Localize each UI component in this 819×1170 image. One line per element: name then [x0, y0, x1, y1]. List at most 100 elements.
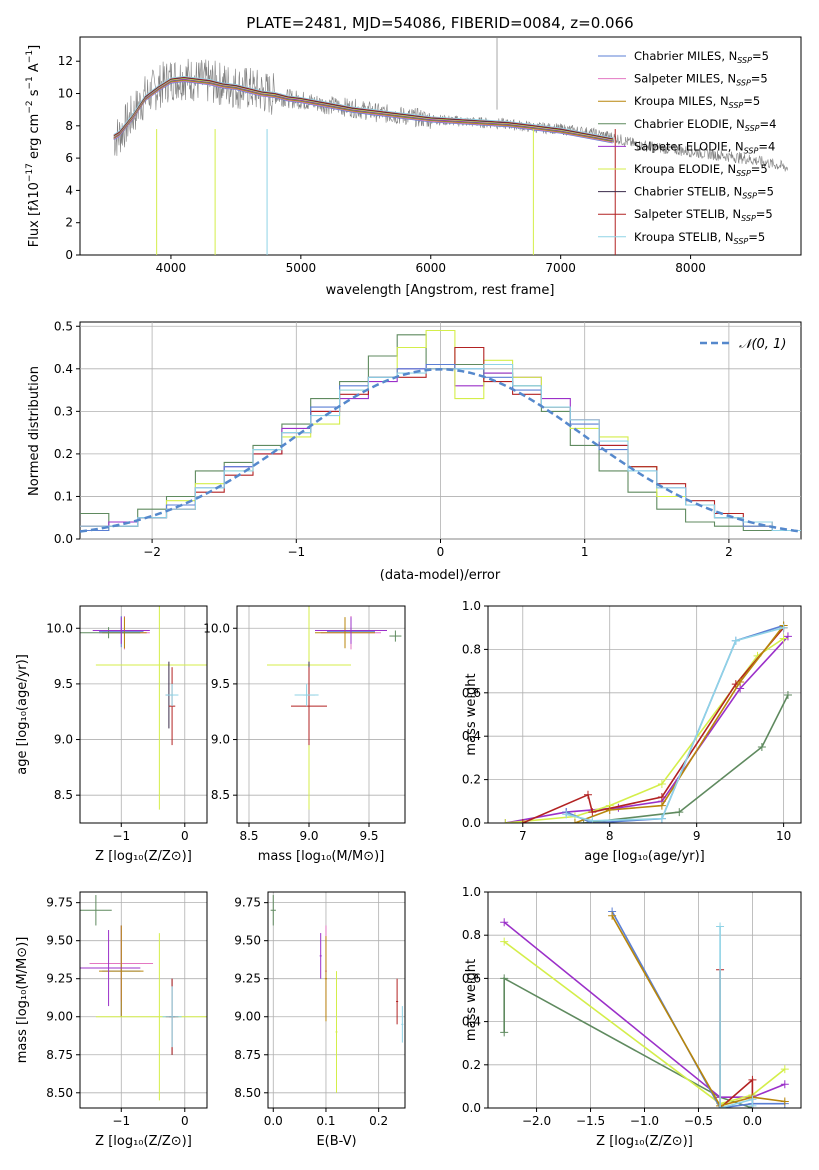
legend-label: Kroupa STELIB, NSSP=5 — [634, 230, 765, 246]
y-tick-label: 2 — [65, 216, 73, 230]
weight-marker — [608, 911, 617, 920]
x-tick-label: −1.0 — [630, 1114, 659, 1128]
weight-marker — [500, 974, 509, 983]
panel-axes — [487, 605, 802, 824]
histogram-legend: 𝒩(0, 1) — [700, 337, 786, 352]
y-tick-label: 0.1 — [54, 489, 73, 503]
weight-marker — [657, 801, 666, 810]
x-tick-label: 0 — [181, 829, 189, 843]
x-axis-label: mass [log₁₀(M/M⊙)] — [258, 849, 385, 864]
weight-marker — [716, 922, 725, 931]
model-salpeter-stelib — [113, 76, 613, 139]
x-tick-label: 9 — [693, 829, 701, 843]
x-tick-label: 8000 — [675, 261, 706, 275]
spectrum-panel: 4000 5000 6000 7000 8000 0 2 4 6 8 10 12 wavelength… — [25, 36, 802, 298]
spectrum-ylabel: Flux [fλ10−17 erg cm−2 s−1 A−1] — [25, 45, 42, 247]
spectrum-legend: Chabrier MILES, NSSP=5 Salpeter MILES, NS… — [598, 49, 776, 246]
histogram-panel: −2 −1 0 1 2 0.0 0.1 0.2 0.3 0.4 0.5 (data-model)/e… — [27, 319, 802, 583]
x-tick-label: 8 — [606, 829, 614, 843]
y-tick-label: 9.5 — [54, 677, 73, 691]
y-tick-label: 10 — [58, 87, 73, 101]
panel-marks — [267, 606, 402, 810]
y-tick-label: 9.5 — [211, 677, 230, 691]
y-tick-label: 10.0 — [46, 621, 73, 635]
panel-marks — [80, 606, 207, 810]
panel-age-vs-mass: 8.5 9.0 9.5 8.5 9.0 9.5 10.0 mass [log₁₀(M/M⊙)] — [203, 605, 406, 864]
weight-marker — [780, 1097, 789, 1106]
panel-marks — [270, 895, 404, 1093]
weight-marker — [748, 1101, 757, 1108]
y-tick-label: 9.50 — [234, 934, 261, 948]
weight-marker — [588, 816, 597, 823]
weight-marker — [779, 634, 788, 643]
weight-line — [566, 626, 784, 822]
x-tick-label: 8.5 — [239, 829, 258, 843]
histogram-ticks: −2 −1 0 1 2 0.0 0.1 0.2 0.3 0.4 0.5 — [54, 319, 733, 559]
figure-title: PLATE=2481, MJD=54086, FIBERID=0084, z=0… — [246, 14, 633, 32]
y-tick-label: 9.50 — [46, 934, 73, 948]
legend-label: Salpeter ELODIE, NSSP=4 — [634, 139, 775, 155]
y-tick-label: 8.75 — [234, 1048, 261, 1062]
panel-mass-vs-EBV: 0.0 0.1 0.2 8.50 8.75 9.00 9.25 9.50 9.75 E(B-V) — [234, 891, 406, 1149]
spectrum-ticks: 4000 5000 6000 7000 8000 0 2 4 6 8 10 12 — [58, 54, 706, 275]
histogram-steps — [80, 329, 801, 533]
x-tick-label: 0.0 — [743, 1114, 762, 1128]
y-tick-label: 1.0 — [462, 599, 481, 613]
y-tick-label: 0.6 — [462, 686, 481, 700]
y-tick-label: 9.25 — [234, 972, 261, 986]
weight-line — [719, 926, 754, 1108]
y-tick-label: 0.4 — [54, 362, 73, 376]
y-tick-label: 0.3 — [54, 404, 73, 418]
weight-marker — [501, 819, 510, 823]
legend-label: Kroupa MILES, NSSP=5 — [634, 94, 760, 110]
legend-label: Chabrier ELODIE, NSSP=4 — [634, 117, 776, 133]
x-axis-label: age [log₁₀(age/yr)] — [584, 849, 705, 864]
x-tick-label: −2 — [143, 545, 161, 559]
y-tick-label: 0.6 — [462, 971, 481, 985]
x-tick-label: 0 — [181, 1114, 189, 1128]
y-axis-label: mass weight — [464, 959, 479, 1041]
x-axis-label: Z [log₁₀(Z/Z⊙)] — [95, 1134, 192, 1149]
x-tick-label: −1 — [112, 1114, 130, 1128]
weight-marker — [780, 1065, 789, 1074]
y-tick-label: 8.50 — [46, 1086, 73, 1100]
weight-line — [505, 637, 785, 823]
y-tick-label: 0.2 — [54, 447, 73, 461]
weight-marker — [605, 805, 614, 814]
x-tick-label: 6000 — [415, 261, 446, 275]
parameter-panels: −1 0 8.5 9.0 9.5 10.0 Z [log₁₀(Z/Z⊙)] age [log₁… — [15, 599, 802, 1149]
weight-line — [611, 915, 785, 1107]
x-tick-label: 0.0 — [264, 1114, 283, 1128]
x-axis-label: Z [log₁₀(Z/Z⊙)] — [95, 849, 192, 864]
histogram-xlabel: (data-model)/error — [380, 568, 501, 583]
weight-marker — [588, 808, 597, 817]
weight-marker — [716, 1104, 725, 1108]
y-tick-label: 12 — [58, 54, 73, 68]
legend-label: Chabrier STELIB, NSSP=5 — [634, 185, 774, 201]
legend-label: Kroupa ELODIE, NSSP=5 — [634, 162, 768, 178]
weight-line — [503, 941, 786, 1105]
legend-label: Salpeter MILES, NSSP=5 — [634, 72, 768, 88]
y-tick-label: 1.0 — [462, 885, 481, 899]
y-tick-label: 9.25 — [46, 972, 73, 986]
model-kroupa-stelib — [113, 75, 613, 139]
y-tick-label: 8.5 — [211, 788, 230, 802]
weight-marker — [748, 1075, 757, 1084]
x-tick-label: 0.2 — [369, 1114, 388, 1128]
panel-axes — [79, 891, 208, 1109]
y-tick-label: 9.0 — [211, 733, 230, 747]
normal-curve — [80, 368, 801, 533]
weight-line — [503, 921, 786, 1098]
panel-weight-vs-Z: −2.0 −1.5 −1.0 −0.5 0.0 0.0 0.2 0.4 0.6 0.8 1.0 Z [… — [462, 885, 802, 1149]
weight-marker — [657, 814, 666, 823]
weight-marker — [780, 1080, 789, 1089]
model-chabrier-elodie — [113, 79, 613, 142]
y-tick-label: 9.75 — [46, 896, 73, 910]
y-tick-label: 9.00 — [46, 1010, 73, 1024]
panel-marks — [500, 907, 789, 1108]
y-tick-label: 9.75 — [234, 896, 261, 910]
x-tick-label: 10 — [776, 829, 791, 843]
panel-axes — [79, 605, 208, 824]
x-tick-label: 5000 — [286, 261, 317, 275]
weight-marker — [783, 690, 792, 699]
